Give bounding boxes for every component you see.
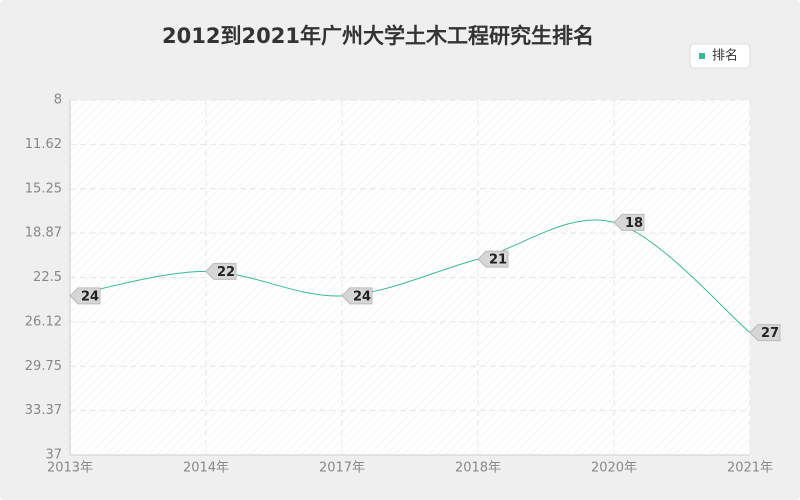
label-tag	[477, 250, 509, 268]
label-tag	[205, 262, 237, 280]
legend: 排名	[689, 43, 751, 69]
data-label: 24	[353, 289, 371, 304]
x-tick-label: 2020年	[591, 461, 637, 476]
legend-swatch	[699, 53, 705, 59]
y-tick-label: 26.12	[25, 314, 62, 329]
y-tick-label: 15.25	[25, 181, 62, 196]
label-tag	[749, 324, 781, 342]
data-label: 18	[625, 216, 643, 231]
x-tick-label: 2021年	[727, 461, 773, 476]
label-tag	[613, 213, 645, 231]
label-tag	[69, 287, 101, 305]
label-tag	[341, 287, 373, 305]
chart-title: 2012到2021年广州大学土木工程研究生排名	[162, 24, 594, 48]
y-tick-label: 37	[45, 448, 62, 463]
legend-label: 排名	[712, 48, 738, 64]
data-label: 22	[217, 265, 235, 280]
y-tick-label: 11.62	[25, 137, 62, 152]
data-label: 27	[761, 326, 779, 341]
x-tick-label: 2013年	[47, 461, 93, 476]
y-tick-label: 18.87	[25, 226, 62, 241]
y-tick-label: 8	[54, 93, 62, 108]
data-label: 24	[81, 289, 99, 304]
x-tick-label: 2014年	[183, 461, 229, 476]
legend-box	[689, 43, 751, 69]
y-tick-label: 22.5	[33, 270, 62, 285]
data-label: 21	[489, 253, 507, 268]
x-tick-label: 2017年	[319, 461, 365, 476]
series-line	[69, 219, 751, 333]
x-tick-label: 2018年	[455, 461, 501, 476]
y-tick-label: 29.75	[25, 359, 62, 374]
y-tick-label: 33.37	[25, 403, 62, 418]
